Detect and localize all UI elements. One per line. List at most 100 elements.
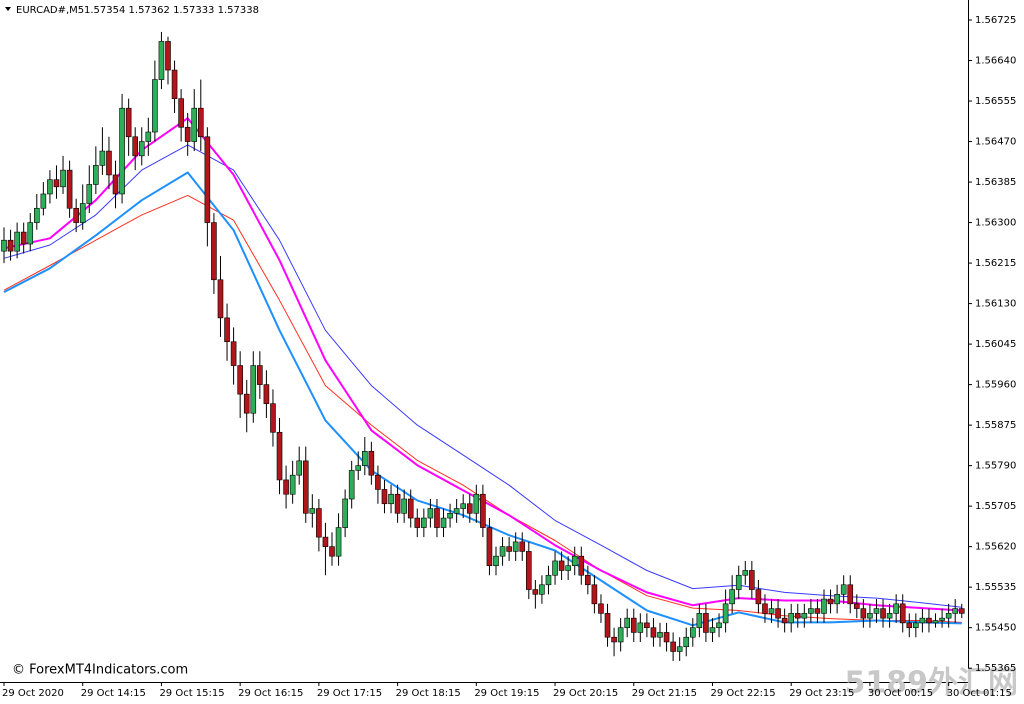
candle-body <box>558 560 565 571</box>
candle-body <box>853 603 860 609</box>
y-tick-label: 1.56725 <box>975 15 1016 26</box>
candle-body <box>440 517 447 528</box>
candle-body <box>617 627 624 643</box>
candle-body <box>663 632 670 643</box>
candle-body <box>152 79 158 133</box>
candle-body <box>670 641 676 652</box>
y-tick-label: 1.56045 <box>975 339 1016 350</box>
candle-body <box>919 617 926 624</box>
candle-body <box>657 632 663 638</box>
y-tick-label: 1.56470 <box>975 137 1016 148</box>
y-tick-label: 1.56385 <box>975 177 1016 188</box>
candle-body <box>893 603 899 614</box>
candle-body <box>257 365 263 385</box>
candle-body <box>952 608 959 614</box>
candle-body <box>112 174 119 195</box>
candle-body <box>794 613 801 619</box>
candle-body <box>191 107 198 142</box>
candle-body <box>676 646 683 652</box>
x-tick-label: 29 Oct 18:15 <box>396 688 461 699</box>
candle-body <box>808 608 814 614</box>
candle-body <box>749 570 755 590</box>
candle-body <box>525 551 532 590</box>
candle-body <box>388 493 394 505</box>
candle-body <box>644 622 650 628</box>
x-tick-label: 29 Oct 21:15 <box>632 688 697 699</box>
candle-body <box>650 627 657 638</box>
candle-body <box>624 617 631 628</box>
x-tick-label: 29 Oct 16:15 <box>238 688 303 699</box>
candle-body <box>20 231 27 245</box>
candle-body <box>33 207 40 223</box>
candle-body <box>14 231 20 252</box>
candle-body <box>7 239 14 252</box>
candle-body <box>66 169 73 209</box>
candle-body <box>460 503 467 509</box>
candle-body <box>493 555 499 567</box>
candle-body <box>60 169 66 188</box>
candle-body <box>224 317 230 343</box>
candle-body <box>453 508 460 514</box>
candle-body <box>407 498 414 519</box>
candle-body <box>742 570 749 576</box>
y-tick-label: 1.55790 <box>975 461 1016 472</box>
candle-body <box>401 498 407 514</box>
candle-body <box>355 465 362 471</box>
header-arrow <box>5 7 11 11</box>
candle-body <box>591 584 598 605</box>
candle-body <box>578 555 585 576</box>
candle-body <box>473 493 480 514</box>
candle-body <box>880 608 886 619</box>
candle-body <box>519 541 526 552</box>
candle-body <box>296 460 303 476</box>
y-tick-label: 1.55620 <box>975 542 1016 553</box>
candle-body <box>421 517 427 528</box>
candle-body <box>106 150 112 176</box>
candle-body <box>958 608 965 614</box>
candle-body <box>178 98 184 128</box>
candle-body <box>309 508 316 514</box>
candle-body <box>27 222 34 245</box>
y-tick-label: 1.55705 <box>975 501 1016 512</box>
candle-body <box>145 131 152 142</box>
candle-body <box>532 589 539 595</box>
candle-body <box>486 527 493 567</box>
candle-body <box>637 622 644 633</box>
ma-line <box>3 194 962 623</box>
candle-body <box>827 598 834 605</box>
candle-body <box>414 517 421 528</box>
candle-body <box>781 617 788 624</box>
y-tick-label: 1.56215 <box>975 258 1016 269</box>
ma-line <box>3 171 962 627</box>
candle-body <box>565 565 571 571</box>
y-tick-label: 1.56130 <box>975 299 1016 310</box>
y-tick-label: 1.55875 <box>975 420 1016 431</box>
candle-body <box>775 608 781 619</box>
candle-body <box>40 193 47 209</box>
ma-line <box>3 144 962 608</box>
candle-body <box>125 107 132 138</box>
y-tick-label: 1.55960 <box>975 380 1016 391</box>
candle-body <box>945 613 952 619</box>
candle-body <box>283 479 289 495</box>
ohlc-text: 1.57354 1.57362 1.57333 1.57338 <box>84 5 259 16</box>
candle-body <box>860 608 867 619</box>
x-tick-label: 30 Oct 00:15 <box>868 688 933 699</box>
candle-body <box>598 603 604 614</box>
candle-body <box>335 527 342 557</box>
candle-body <box>788 613 795 624</box>
candle-body <box>316 508 322 538</box>
candle-body <box>132 136 138 157</box>
candle-body <box>480 493 486 528</box>
candle-body <box>250 365 257 414</box>
candle-body <box>73 207 79 223</box>
candle-body <box>689 627 696 638</box>
candle-body <box>755 589 762 605</box>
candle-body <box>158 41 165 80</box>
ma-line <box>3 117 962 612</box>
candle-body <box>539 584 545 595</box>
x-tick-label: 29 Oct 22:15 <box>710 688 775 699</box>
candle-body <box>716 622 722 628</box>
candle-body <box>906 622 913 628</box>
x-tick-label: 29 Oct 15:15 <box>159 688 224 699</box>
